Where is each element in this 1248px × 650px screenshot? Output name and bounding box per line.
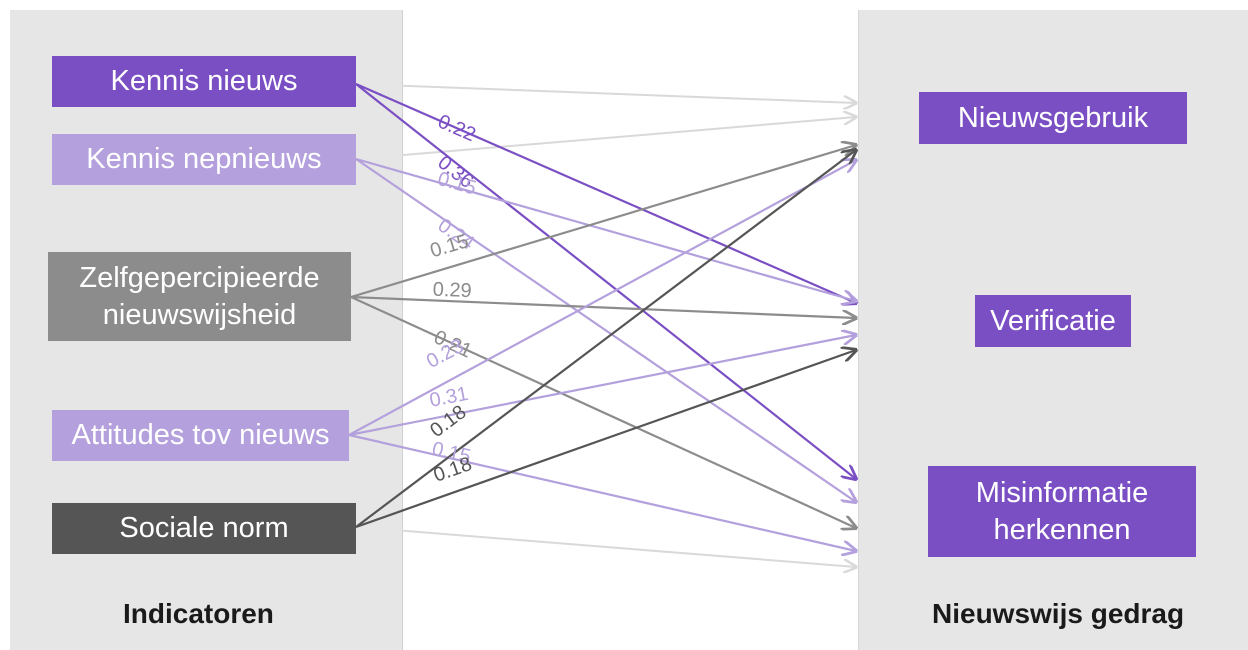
path-zelfgepercipieerde-nieuwsgebruik-arrow (350, 145, 856, 299)
path-attitudes-misinformatie-arrow (348, 433, 856, 551)
path-coefficient-label: 0.15 (428, 230, 472, 262)
path-zelfgepercipieerde-misinformatie-arrow (350, 295, 856, 528)
path-sociale-norm-verificatie-arrow (355, 350, 856, 529)
node-nieuwsgebruik: Nieuwsgebruik (919, 92, 1187, 144)
indicators-title: Indicatoren (123, 598, 274, 629)
behavior-title: Nieuwswijs gedrag (932, 598, 1185, 629)
node-attitudes: Attitudes tov nieuws (52, 410, 349, 461)
path-kennis-nieuws-misinformatie-arrow (355, 83, 856, 479)
node-label: Misinformatie herkennen (975, 477, 1149, 546)
path-sociale-norm-nieuwsgebruik-arrow (355, 150, 856, 528)
path-sociale-norm-misinformatie-arrow (401, 529, 856, 567)
node-kennis-nieuws: Kennis nieuws (52, 56, 356, 107)
node-label: Zelfgepercipieerde nieuwswijsheid (79, 262, 320, 331)
path-attitudes-verificatie-arrow (348, 335, 856, 437)
node-zelfgepercipieerde: Zelfgepercipieerde nieuwswijsheid (48, 252, 351, 341)
path-kennis-nieuws-verificatie-arrow (355, 82, 856, 303)
path-kennis-nepnieuws-misinformatie-arrow (355, 158, 856, 502)
node-label: Attitudes tov nieuws (71, 419, 330, 452)
node-label: Nieuwsgebruik (957, 101, 1149, 134)
path-coefficient-label: 0.29 (432, 279, 472, 303)
path-kennis-nepnieuws-verificatie-arrow (355, 157, 856, 301)
node-verificatie: Verificatie (975, 295, 1131, 347)
path-kennis-nieuws-nieuwsgebruik-arrow (401, 84, 856, 103)
node-label: Kennis nieuws (110, 65, 298, 98)
path-coefficient-label: 0.22 (434, 111, 478, 147)
path-kennis-nepnieuws-nieuwsgebruik-arrow (401, 117, 856, 157)
node-label: Kennis nepnieuws (86, 143, 322, 176)
node-sociale-norm: Sociale norm (52, 503, 356, 554)
node-misinformatie: Misinformatie herkennen (928, 466, 1196, 557)
path-zelfgepercipieerde-verificatie-arrow (350, 295, 856, 318)
path-attitudes-nieuwsgebruik-arrow (348, 160, 856, 436)
node-label: Sociale norm (119, 512, 289, 545)
node-kennis-nepnieuws: Kennis nepnieuws (52, 134, 356, 185)
node-label: Verificatie (990, 304, 1116, 337)
